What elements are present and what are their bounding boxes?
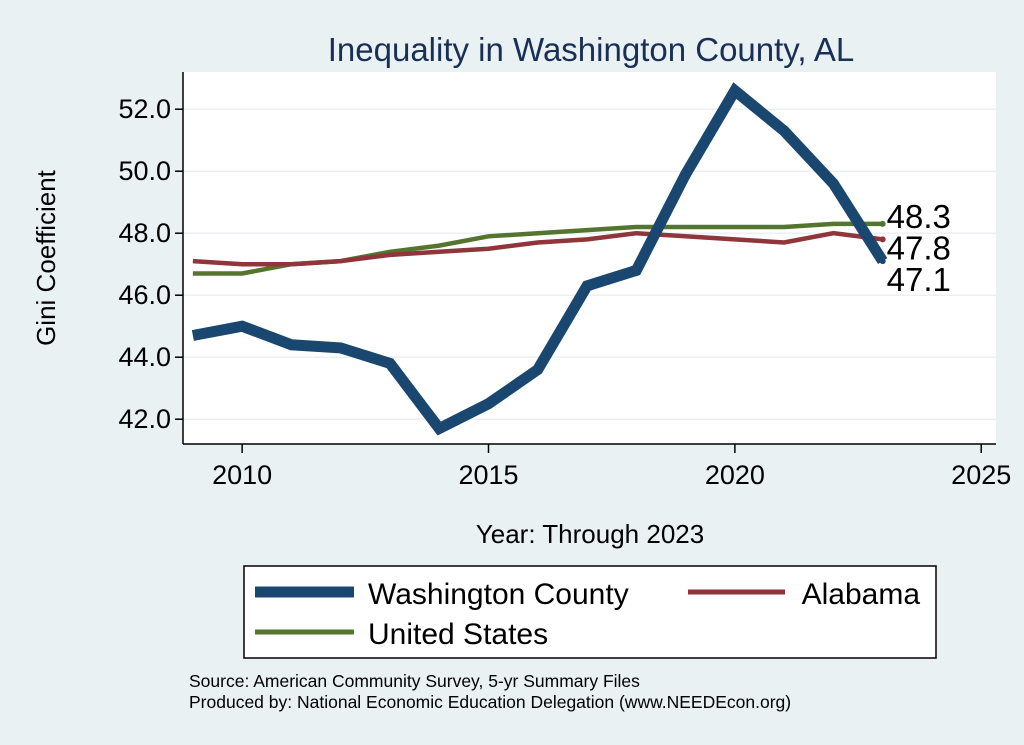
y-tick-label: 46.0 — [118, 280, 171, 310]
series-line-alabama — [192, 230, 883, 267]
x-tick-label: 2015 — [458, 460, 518, 490]
legend-label-alabama: Alabama — [802, 578, 921, 611]
y-axis-label: Gini Coefficient — [31, 169, 61, 346]
x-tick-label: 2020 — [705, 460, 765, 490]
source-note: Source: American Community Survey, 5-yr … — [189, 671, 640, 691]
end-label-alabama: 47.8 — [887, 229, 951, 266]
grid-lines — [183, 108, 996, 420]
y-tick-label: 52.0 — [118, 94, 171, 124]
x-tick-label: 2010 — [212, 460, 272, 490]
series-end-marker — [879, 236, 886, 243]
end-labels: 47.147.848.3 — [887, 198, 951, 298]
y-tick-label: 42.0 — [118, 404, 171, 434]
legend-label-united-states: United States — [368, 618, 548, 651]
legend: Washington County Alabama United States — [243, 565, 937, 659]
x-tick-label: 2025 — [951, 460, 1011, 490]
end-label-united-states: 48.3 — [887, 198, 951, 235]
x-ticks: 2010 2015 2020 2025 — [212, 444, 1011, 490]
axes — [182, 72, 996, 445]
y-tick-label: 50.0 — [118, 156, 171, 186]
legend-label-washington-county: Washington County — [368, 578, 629, 611]
end-label-washington-county: 47.1 — [887, 261, 951, 298]
legend-box — [243, 565, 937, 659]
y-tick-label: 48.0 — [118, 218, 171, 248]
y-tick-label: 44.0 — [118, 342, 171, 372]
y-ticks: 42.0 44.0 46.0 48.0 50.0 52.0 — [118, 94, 183, 434]
producer-note: Produced by: National Economic Education… — [189, 692, 791, 712]
series-lines — [191, 82, 888, 436]
series-line-washington-county — [191, 82, 888, 436]
chart-title: Inequality in Washington County, AL — [328, 31, 855, 68]
series-end-marker — [879, 220, 886, 227]
plot-area — [183, 72, 996, 444]
x-axis-label: Year: Through 2023 — [476, 519, 704, 549]
series-end-marker — [879, 258, 886, 265]
